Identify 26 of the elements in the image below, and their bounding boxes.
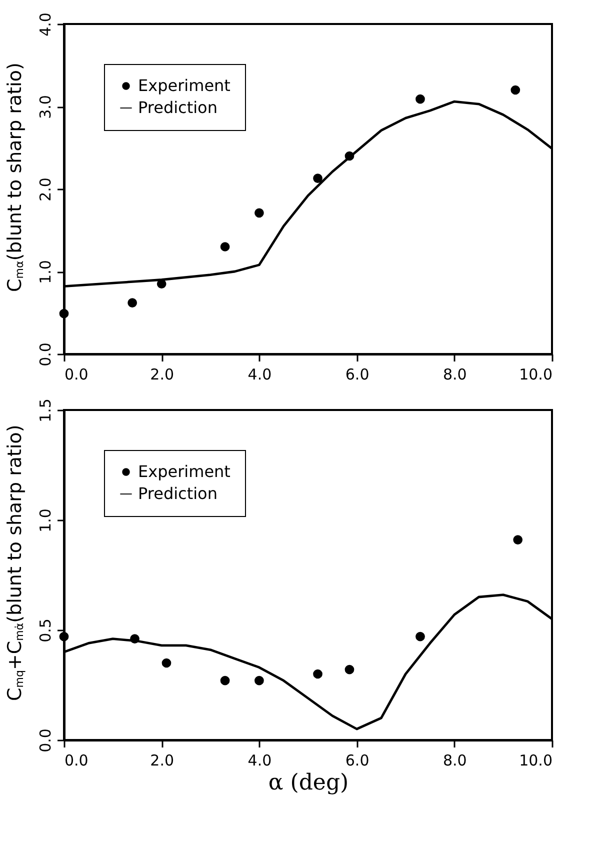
y-tick-label: 1.0: [36, 508, 54, 532]
y-tick-label: 1.0: [36, 260, 54, 284]
x-tick-label: 0.0: [64, 752, 88, 770]
x-tick-label: 2.0: [150, 752, 174, 770]
y-tick-label: 4.0: [36, 12, 54, 36]
x-tick-label: 2.0: [150, 366, 174, 384]
legend-label: Prediction: [138, 98, 218, 117]
x-tick-label: 10.0: [519, 366, 552, 384]
legend-label: Experiment: [138, 462, 230, 481]
y-tick-label: 0.5: [36, 618, 54, 642]
y-tick-label: 1.5: [36, 398, 54, 422]
x-tick-label: 6.0: [345, 366, 370, 384]
y-tick-label: 3.0: [36, 95, 54, 119]
y-tick-label: 2.0: [36, 178, 54, 202]
x-tick-label: 4.0: [248, 366, 272, 384]
x-tick-label: 8.0: [442, 366, 467, 384]
x-tick-label: 4.0: [248, 752, 272, 770]
x-axis-title: α (deg): [268, 770, 349, 796]
x-tick-label: 8.0: [442, 752, 467, 770]
x-tick-label: 6.0: [345, 752, 370, 770]
x-tick-label: 10.0: [519, 752, 552, 770]
y-tick-label: 0.0: [36, 342, 54, 366]
legend-label: Experiment: [138, 76, 230, 95]
x-tick-label: 0.0: [64, 366, 88, 384]
legend-label: Prediction: [138, 484, 218, 503]
y-tick-label: 0.0: [36, 728, 54, 752]
